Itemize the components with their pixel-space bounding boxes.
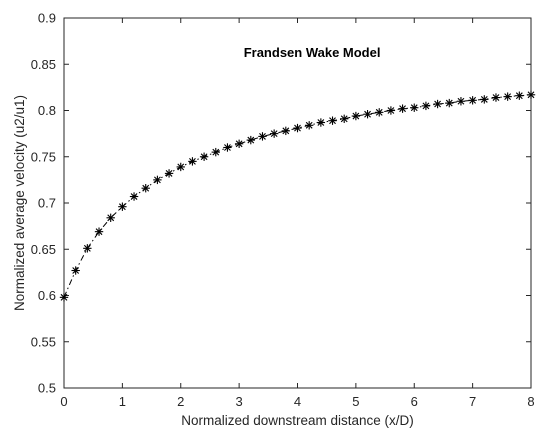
x-tick-label: 4 — [294, 394, 301, 409]
data-point-marker — [328, 116, 337, 125]
data-point-marker — [456, 97, 466, 106]
data-point-marker — [223, 143, 232, 152]
data-point-marker — [340, 114, 349, 124]
data-point-marker — [526, 90, 536, 99]
data-point-marker — [468, 96, 477, 105]
data-point-marker — [153, 175, 162, 185]
data-point-marker — [351, 111, 361, 121]
data-point-marker — [316, 118, 326, 127]
data-point-marker — [258, 132, 267, 141]
data-point-marker — [304, 121, 314, 130]
data-point-marker — [269, 129, 279, 138]
x-axis-label: Normalized downstream distance (x/D) — [181, 413, 414, 428]
data-point-marker — [59, 293, 69, 302]
y-tick-label: 0.75 — [31, 149, 56, 164]
data-point-marker — [176, 162, 185, 172]
data-point-marker — [410, 103, 419, 112]
data-point-marker — [281, 126, 291, 136]
data-point-marker — [421, 101, 431, 111]
data-point-marker — [480, 95, 489, 104]
x-tick-label: 5 — [352, 394, 359, 409]
data-point-marker — [293, 123, 302, 133]
y-tick-label: 0.6 — [38, 288, 56, 303]
y-tick-label: 0.65 — [31, 242, 56, 257]
data-point-marker — [433, 99, 442, 109]
data-point-marker — [375, 108, 384, 117]
x-tick-label: 2 — [177, 394, 184, 409]
chart-title: Frandsen Wake Model — [244, 45, 381, 60]
y-tick-label: 0.5 — [38, 381, 56, 396]
data-point-marker — [118, 202, 127, 211]
y-axis-label: Normalized average velocity (u2/u1) — [12, 95, 27, 311]
x-tick-label: 8 — [527, 394, 534, 409]
data-point-marker — [445, 98, 454, 108]
data-point-marker — [83, 244, 92, 253]
data-point-marker — [164, 169, 174, 178]
x-tick-label: 3 — [236, 394, 243, 409]
y-tick-label: 0.85 — [31, 57, 56, 72]
series-layer — [59, 90, 536, 302]
data-point-marker — [71, 266, 80, 275]
data-point-marker — [211, 147, 220, 157]
data-point-marker — [129, 192, 139, 201]
data-point-marker — [94, 227, 104, 236]
data-point-marker — [386, 106, 396, 115]
data-point-marker — [503, 92, 512, 101]
data-point-marker — [398, 104, 407, 113]
data-point-marker — [363, 109, 372, 119]
data-point-marker — [234, 139, 244, 149]
data-point-marker — [515, 91, 524, 100]
series-line — [63, 94, 532, 298]
plot-area — [63, 17, 532, 389]
y-tick-label: 0.9 — [38, 11, 56, 26]
y-tick-label: 0.8 — [38, 103, 56, 118]
x-tick-label: 1 — [119, 394, 126, 409]
data-point-marker — [106, 213, 115, 223]
data-point-marker — [491, 93, 501, 102]
data-point-marker — [199, 152, 209, 161]
x-tick-label: 7 — [469, 394, 476, 409]
x-tick-label: 0 — [60, 394, 67, 409]
tick-layer: 0 1 2 3 4 5 6 7 8 0.5 0.55 0.6 0.65 0.7 0.75 0.8 0.85 0.9 — [31, 11, 535, 410]
data-point-marker — [188, 157, 197, 166]
data-point-marker — [141, 183, 150, 193]
x-tick-label: 6 — [411, 394, 418, 409]
data-point-marker — [246, 135, 256, 145]
y-tick-label: 0.7 — [38, 196, 56, 211]
y-tick-label: 0.55 — [31, 334, 56, 349]
